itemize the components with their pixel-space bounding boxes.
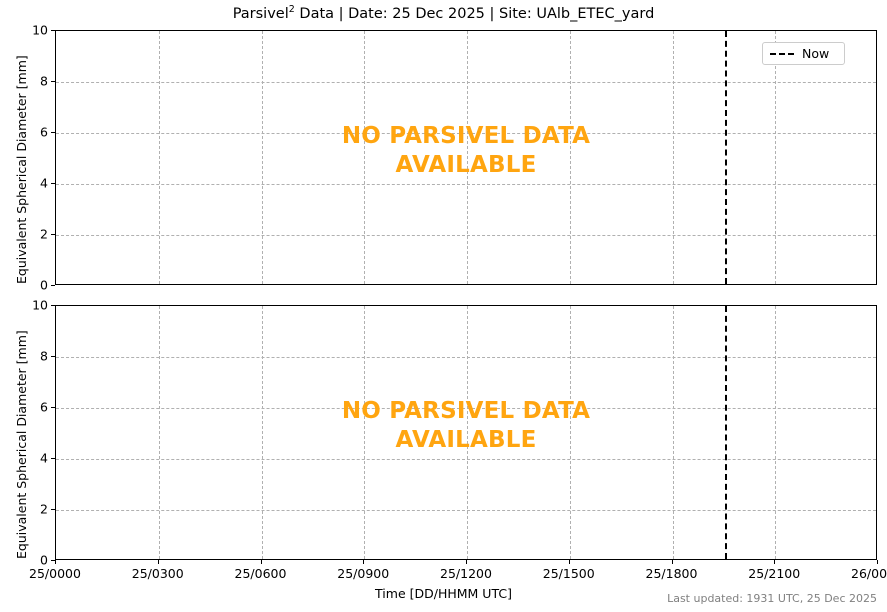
x-tick-mark [774,560,776,564]
y-tick-label: 0 [40,277,48,293]
x-tick-mark [877,560,878,564]
y-tick-label: 2 [40,501,48,517]
x-tick-label: 25/0300 [131,566,184,581]
legend-dash-icon [770,52,794,55]
legend-box[interactable]: Now [762,42,845,65]
legend-label-now: Now [802,46,830,61]
x-tick-mark [568,560,570,564]
gridline-horizontal [56,82,876,83]
x-tick-mark [55,560,56,564]
y-tick-mark [51,356,55,357]
gridline-vertical [569,306,571,559]
y-tick-mark [51,509,55,510]
no-data-message-top: NO PARSIVEL DATA AVAILABLE [56,122,876,181]
gridline-vertical [261,31,263,284]
y-tick-mark [51,560,55,561]
y-tick-mark [51,285,55,286]
x-tick-mark [157,560,159,564]
x-tick-mark [363,560,365,564]
gridline-horizontal [56,133,876,134]
x-tick-mark [260,560,262,564]
gridline-vertical [364,31,366,284]
gridline-vertical [775,31,777,284]
no-data-line-1: NO PARSIVEL DATA [341,398,591,424]
y-axis-label-top: Equivalent Spherical Diameter [mm] [14,55,29,284]
no-data-line-1: NO PARSIVEL DATA [341,123,591,149]
gridline-horizontal [56,235,876,236]
y-tick-mark [51,458,55,459]
no-data-message-bottom: NO PARSIVEL DATA AVAILABLE [56,397,876,456]
gridline-horizontal [56,459,876,460]
gridline-vertical [158,306,160,559]
x-tick-label: 25/0900 [337,566,390,581]
x-axis-label: Time [DD/HHMM UTC] [375,586,512,601]
y-tick-mark [51,305,55,306]
y-tick-mark [51,81,55,82]
gridline-vertical [261,306,263,559]
y-tick-mark [51,132,55,133]
y-tick-mark [51,234,55,235]
plot-panel-bottom[interactable]: NO PARSIVEL DATA AVAILABLE [55,305,877,560]
figure-title-suffix: Data | Date: 25 Dec 2025 | Site: UAlb_ET… [294,6,655,22]
y-axis-ticks-bottom: 0 2 4 6 8 10 [0,298,48,568]
x-tick-mark [466,560,467,564]
no-data-line-2: AVAILABLE [395,152,537,179]
y-tick-mark [51,183,55,184]
figure-title-prefix: Parsivel [232,6,289,22]
gridline-vertical [467,31,468,284]
plot-panel-top[interactable]: NO PARSIVEL DATA AVAILABLE Now [55,30,877,285]
x-tick-label: 25/1500 [542,566,595,581]
gridline-horizontal [56,184,876,185]
now-vertical-line [724,306,727,559]
figure-title-superscript: 2 [288,4,295,16]
y-tick-label: 10 [32,297,48,313]
y-tick-label: 8 [40,73,48,89]
x-tick-mark [671,560,673,564]
gridline-vertical [569,31,571,284]
y-tick-mark [51,30,55,31]
no-data-line-2: AVAILABLE [395,427,537,454]
last-updated-note: Last updated: 1931 UTC, 25 Dec 2025 [667,592,877,605]
figure-title: Parsivel2 Data | Date: 25 Dec 2025 | Sit… [0,4,887,22]
x-tick-label: 26/0000 [851,566,887,581]
y-tick-label: 6 [40,124,48,140]
y-axis-ticks-top: 0 2 4 6 8 10 [0,23,48,293]
gridline-vertical [467,306,468,559]
gridline-vertical [158,31,160,284]
gridline-vertical [672,306,674,559]
gridline-horizontal [56,357,876,358]
now-vertical-line [724,31,727,284]
gridline-vertical [364,306,366,559]
gridline-vertical [672,31,674,284]
x-tick-label: 25/1200 [440,566,492,581]
y-tick-label: 6 [40,399,48,415]
gridline-horizontal [56,510,876,511]
y-tick-label: 4 [40,175,48,191]
x-tick-label: 25/1800 [645,566,698,581]
y-tick-label: 2 [40,226,48,242]
y-tick-label: 4 [40,450,48,466]
y-tick-mark [51,407,55,408]
y-axis-label-bottom: Equivalent Spherical Diameter [mm] [14,330,29,559]
x-tick-label: 25/0600 [234,566,287,581]
y-tick-label: 10 [32,22,48,38]
gridline-horizontal [56,408,876,409]
gridline-vertical [775,306,777,559]
x-tick-label: 25/0000 [29,566,81,581]
y-tick-label: 8 [40,348,48,364]
y-tick-label: 0 [40,552,48,568]
x-tick-label: 25/2100 [748,566,801,581]
